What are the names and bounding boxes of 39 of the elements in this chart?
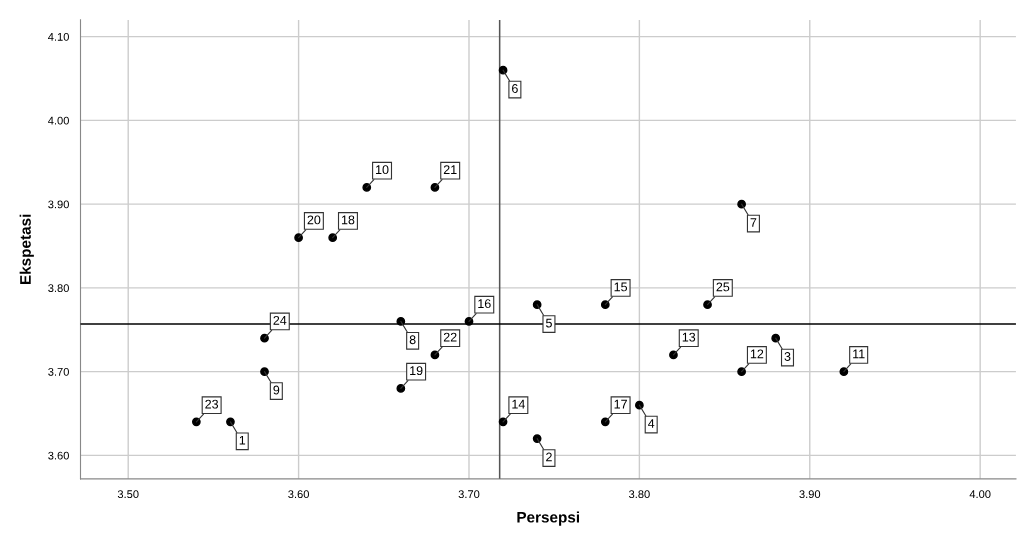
annotation: 24	[273, 315, 287, 325]
annotation: 14	[512, 399, 525, 409]
annotation: 25	[716, 282, 730, 292]
annotation: 6	[512, 84, 518, 93]
y-tick-label: 4.00	[48, 116, 69, 125]
annotation: 10	[376, 165, 389, 175]
y-tick-label: 3.70	[48, 367, 69, 376]
y-axis-title: Ekspetasi	[19, 214, 34, 285]
annotation: 5	[545, 318, 552, 328]
annotation: 3	[784, 352, 791, 361]
x-tick-label: 4.00	[969, 490, 991, 499]
y-tick-label: 3.80	[48, 284, 69, 293]
annotation: 8	[409, 335, 416, 345]
x-tick-label: 3.60	[288, 490, 309, 499]
annotation: 13	[682, 332, 696, 342]
x-tick-label: 3.70	[458, 490, 480, 499]
y-tick-label: 3.90	[48, 200, 69, 209]
x-tick-label: 3.80	[628, 490, 650, 499]
annotation: 19	[410, 366, 423, 376]
x-tick-label: 3.90	[799, 490, 821, 499]
annotation: 12	[750, 349, 764, 359]
annotation: 17	[614, 399, 627, 409]
y-tick-label: 3.60	[48, 451, 69, 460]
annotation: 16	[478, 299, 491, 309]
x-axis-title: Persepsi	[517, 511, 579, 526]
annotation: 11	[853, 349, 865, 359]
annotation: 23	[205, 399, 219, 409]
annotation: 1	[239, 435, 246, 445]
annotation: 9	[273, 385, 280, 395]
annotation: 4	[648, 419, 655, 428]
annotation: 18	[341, 215, 355, 225]
annotation: 20	[307, 215, 321, 225]
annotation: 15	[614, 282, 628, 292]
annotation: 7	[750, 218, 757, 227]
annotation: 22	[443, 332, 457, 342]
annotation: 2	[546, 452, 552, 462]
x-tick-label: 3.50	[117, 490, 139, 499]
y-tick-label: 4.10	[48, 32, 69, 41]
annotation: 21	[443, 165, 457, 174]
